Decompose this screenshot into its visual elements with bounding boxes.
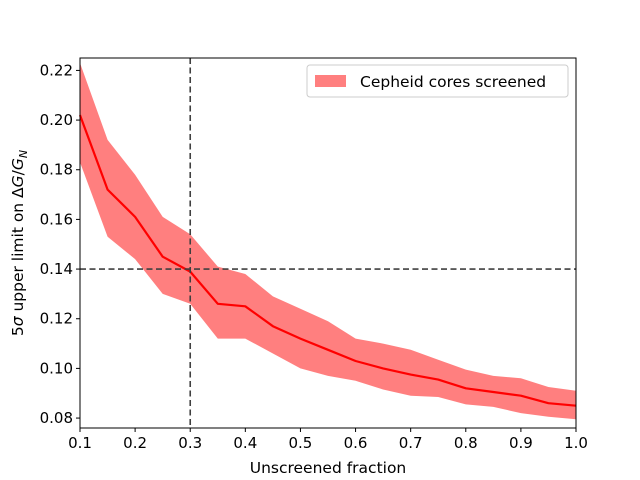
x-tick-label: 0.9 [509, 434, 533, 452]
plot-frame [79, 57, 577, 429]
x-tick-label: 0.8 [454, 434, 478, 452]
y-tick-label: 0.20 [40, 111, 73, 129]
y-tick-label: 0.10 [40, 359, 73, 377]
x-axis-label: Unscreened fraction [250, 459, 407, 477]
y-axis-label: 5σ upper limit on ΔG/GN [9, 150, 30, 336]
x-tick-label: 0.3 [178, 434, 202, 452]
y-tick-label: 0.12 [40, 310, 73, 328]
x-tick-label: 0.7 [399, 434, 423, 452]
y-tick-label: 0.18 [40, 161, 73, 179]
x-tick-label: 0.1 [68, 434, 92, 452]
y-tick-label: 0.14 [40, 260, 73, 278]
legend-box [306, 64, 569, 98]
x-tick-label: 0.2 [123, 434, 147, 452]
y-tick-label: 0.16 [40, 210, 73, 228]
series-line-median [78, 114, 577, 407]
legend-swatch [315, 75, 346, 87]
x-tick-label: 0.5 [289, 434, 313, 452]
x-tick-label: 1.0 [564, 434, 588, 452]
x-tick-label: 0.4 [233, 434, 257, 452]
confidence-band [80, 63, 576, 420]
legend-label: Cepheid cores screened [360, 73, 546, 91]
y-tick-label: 0.08 [40, 409, 73, 427]
y-tick-label: 0.22 [40, 61, 73, 79]
x-tick-label: 0.6 [344, 434, 368, 452]
